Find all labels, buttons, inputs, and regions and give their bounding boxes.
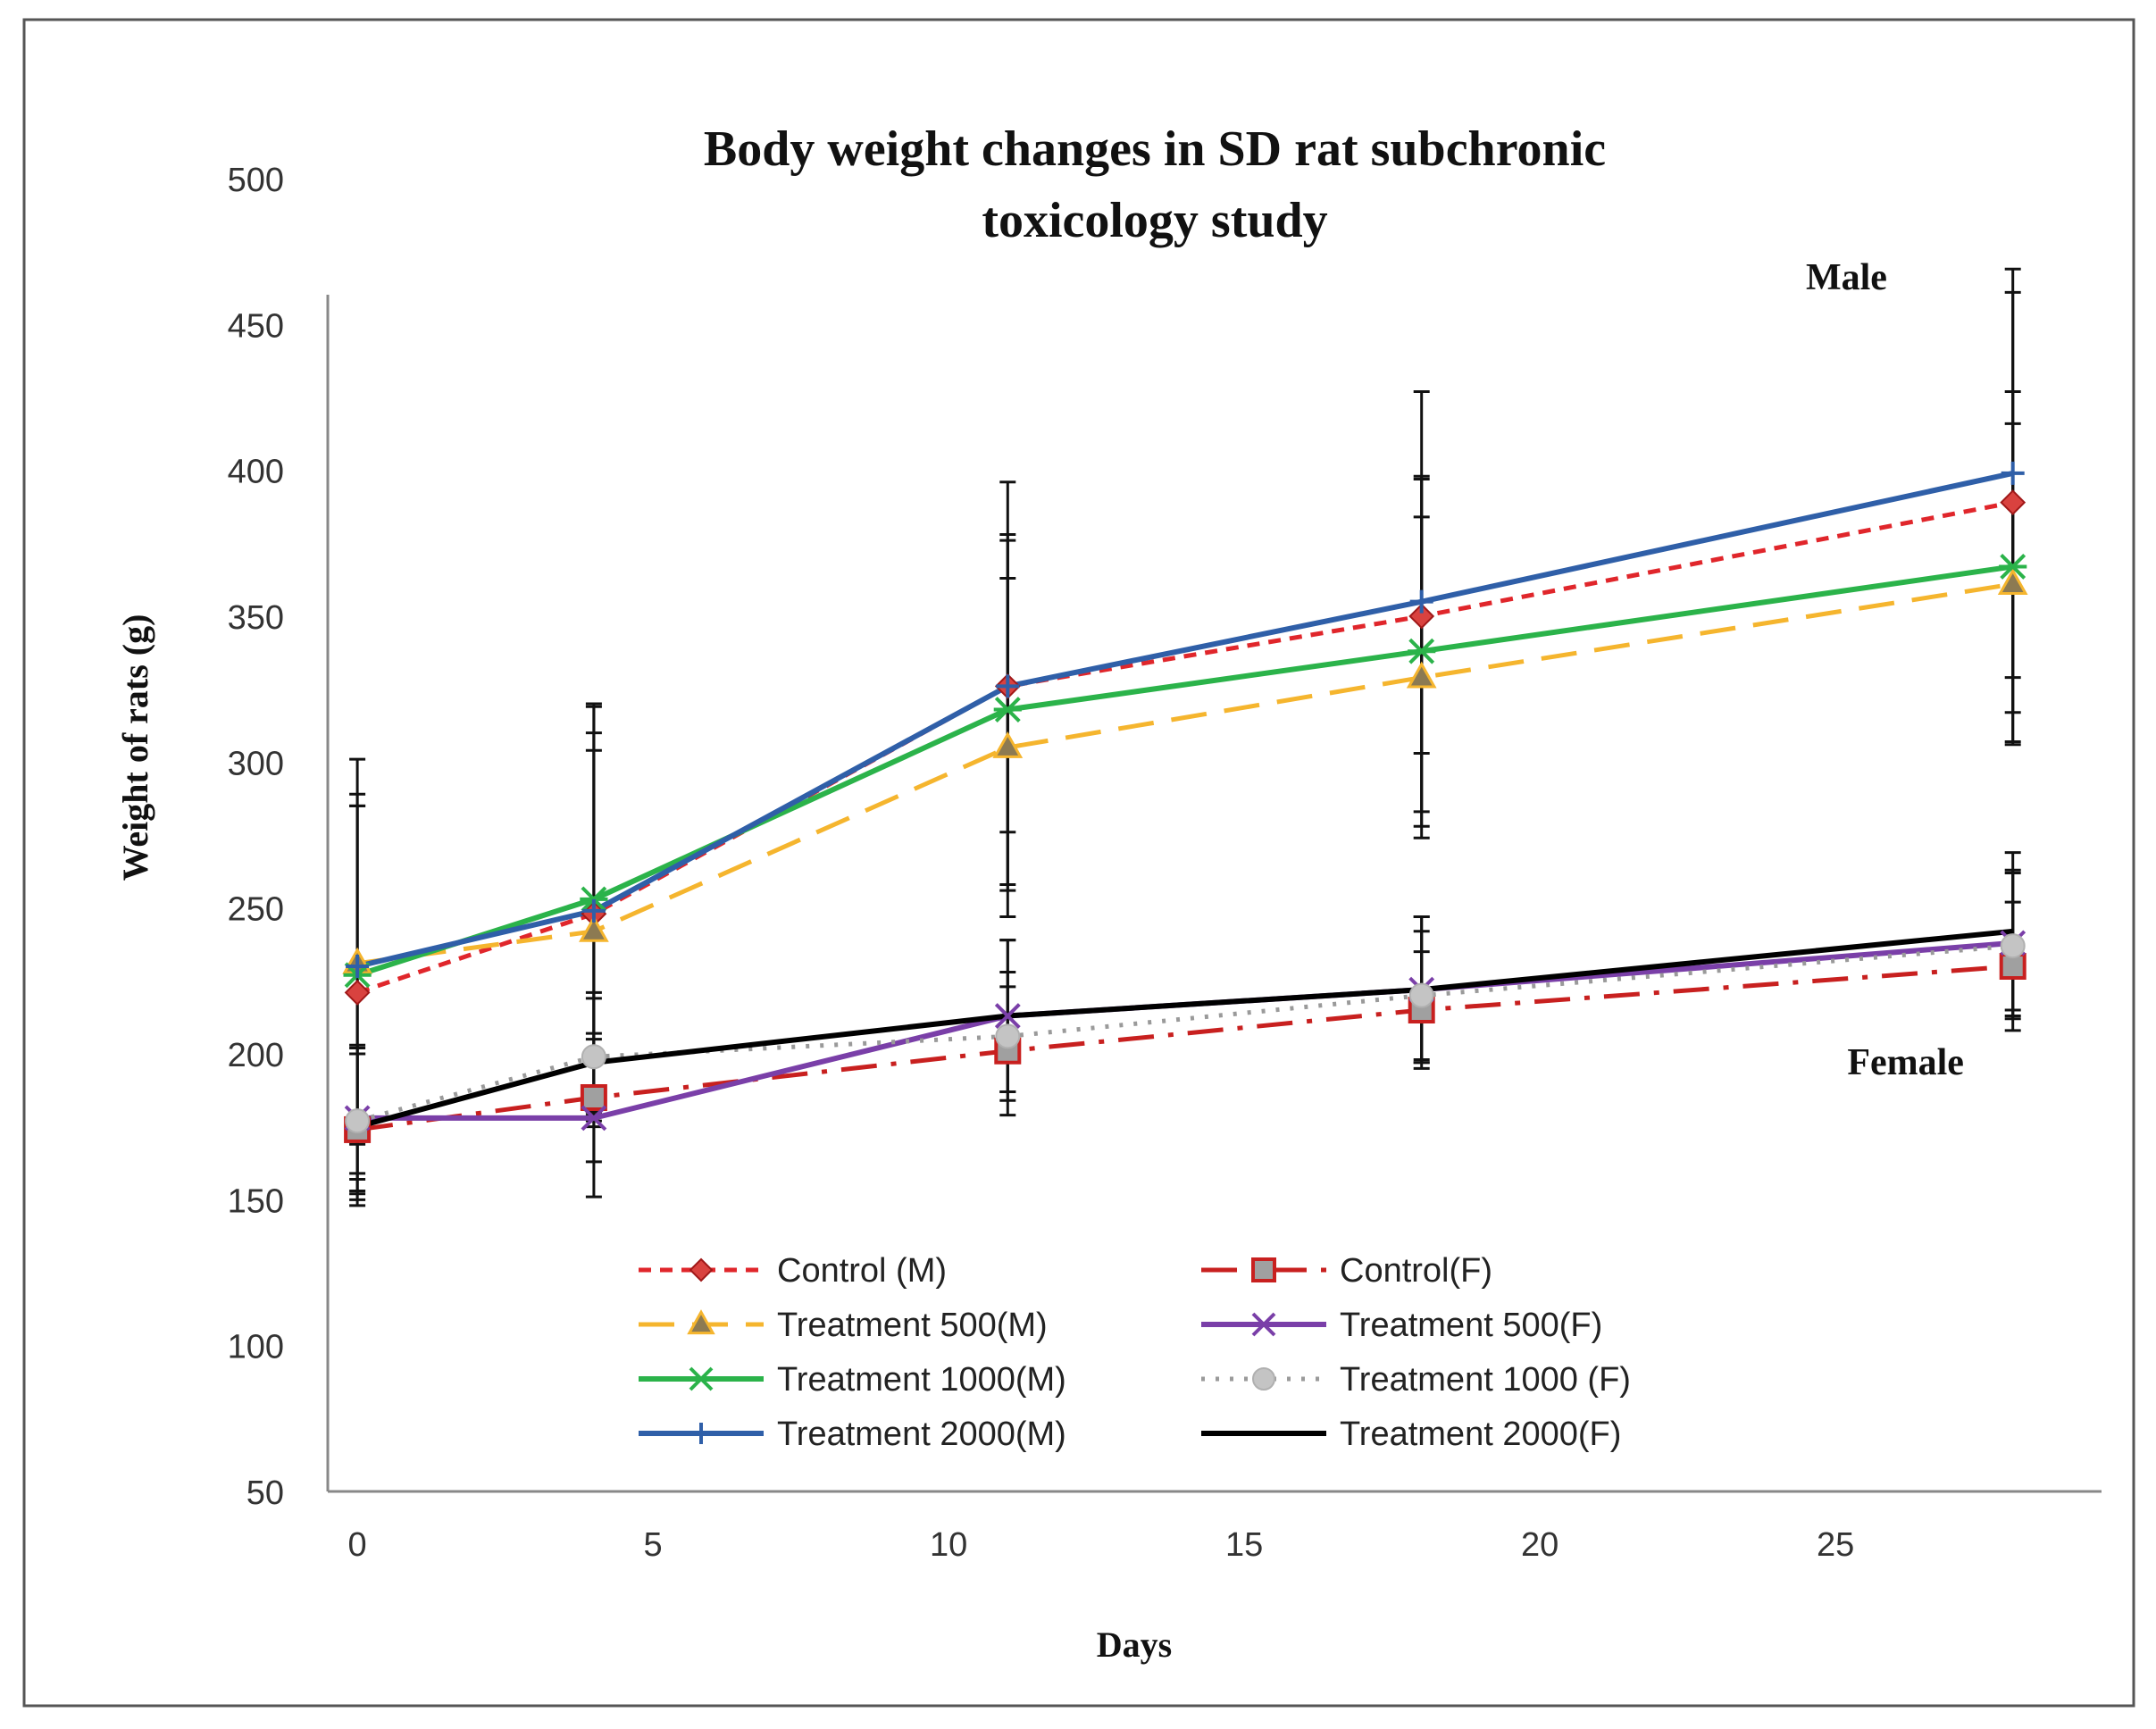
legend-marker-treatment-2000-m [690,1423,712,1444]
data-point-treatment-1000-f [1408,982,1434,1008]
data-point-treatment-2000-m [581,898,606,923]
legend-label-treatment-1000-f: Treatment 1000 (F) [1340,1361,1631,1399]
legend-label-treatment-2000-m: Treatment 2000(M) [777,1416,1066,1453]
data-point-treatment-1000-f [2000,933,2026,959]
chart-title-line-2: toxicology study [982,193,1327,248]
data-point-treatment-1000-m [1999,554,2027,580]
legend-marker-treatment-500-m [687,1309,715,1335]
legend-label-control-m: Control (M) [777,1252,947,1290]
data-point-treatment-1000-f [345,1108,371,1134]
legend-marker-treatment-1000-f [1252,1367,1275,1391]
data-point-treatment-2000-m [996,674,1020,698]
annotation-male: Male [1806,257,1887,298]
data-point-treatment-2000-m [346,955,370,978]
y-tick-label: 150 [228,1182,284,1220]
x-tick-label: 5 [644,1526,663,1564]
data-point-control-m [344,979,371,1006]
x-axis-label: Days [1097,1625,1172,1665]
y-tick-label: 250 [228,891,284,929]
data-point-treatment-1000-f [995,1023,1021,1049]
data-point-control-m [2000,489,2026,516]
legend-marker-treatment-500-f [1251,1312,1276,1337]
legend-marker-control-f [1251,1257,1276,1282]
data-point-treatment-500-f [581,1105,607,1132]
legend-label-treatment-1000-m: Treatment 1000(M) [777,1361,1066,1399]
data-point-treatment-1000-m [993,697,1022,723]
chart-title-line-1: Body weight changes in SD rat subchronic [704,121,1606,177]
legend-marker-control-m [689,1257,714,1282]
legend-label-treatment-2000-f: Treatment 2000(F) [1340,1416,1621,1453]
x-tick-label: 20 [1521,1526,1559,1564]
data-point-treatment-1000-m [580,886,608,913]
data-point-treatment-2000-m [1409,589,1433,614]
legend-marker-treatment-1000-m [688,1366,714,1391]
y-tick-label: 450 [228,307,284,345]
x-tick-label: 15 [1225,1526,1263,1564]
figure-frame [22,18,2135,1708]
data-point-control-m [1408,603,1435,630]
y-tick-label: 500 [228,162,284,199]
y-tick-label: 50 [247,1474,284,1512]
x-tick-label: 10 [930,1526,967,1564]
y-axis-label: Weight of rats (g) [115,614,155,881]
data-point-treatment-500-m [1997,568,2028,595]
data-point-treatment-500-m [992,731,1024,758]
legend-label-treatment-500-m: Treatment 500(M) [777,1307,1048,1344]
data-point-treatment-2000-m [2001,461,2025,485]
data-point-treatment-1000-f [581,1044,606,1070]
x-tick-label: 0 [348,1526,367,1564]
data-point-treatment-1000-m [1408,638,1436,664]
data-point-treatment-500-m [579,915,609,942]
x-tick-label: 25 [1817,1526,1854,1564]
legend-label-treatment-500-f: Treatment 500(F) [1340,1307,1602,1344]
y-tick-label: 200 [228,1037,284,1074]
y-tick-label: 350 [228,599,284,637]
legend-label-control-f: Control(F) [1340,1252,1492,1290]
series-line-treatment-500-m [356,581,2014,966]
data-point-treatment-500-f [994,1003,1021,1029]
data-point-treatment-500-m [1406,661,1437,689]
y-tick-label: 100 [228,1329,284,1366]
y-tick-label: 400 [228,454,284,491]
data-point-control-f [580,1084,607,1111]
annotation-female: Female [1847,1042,1964,1083]
y-tick-label: 300 [228,745,284,782]
